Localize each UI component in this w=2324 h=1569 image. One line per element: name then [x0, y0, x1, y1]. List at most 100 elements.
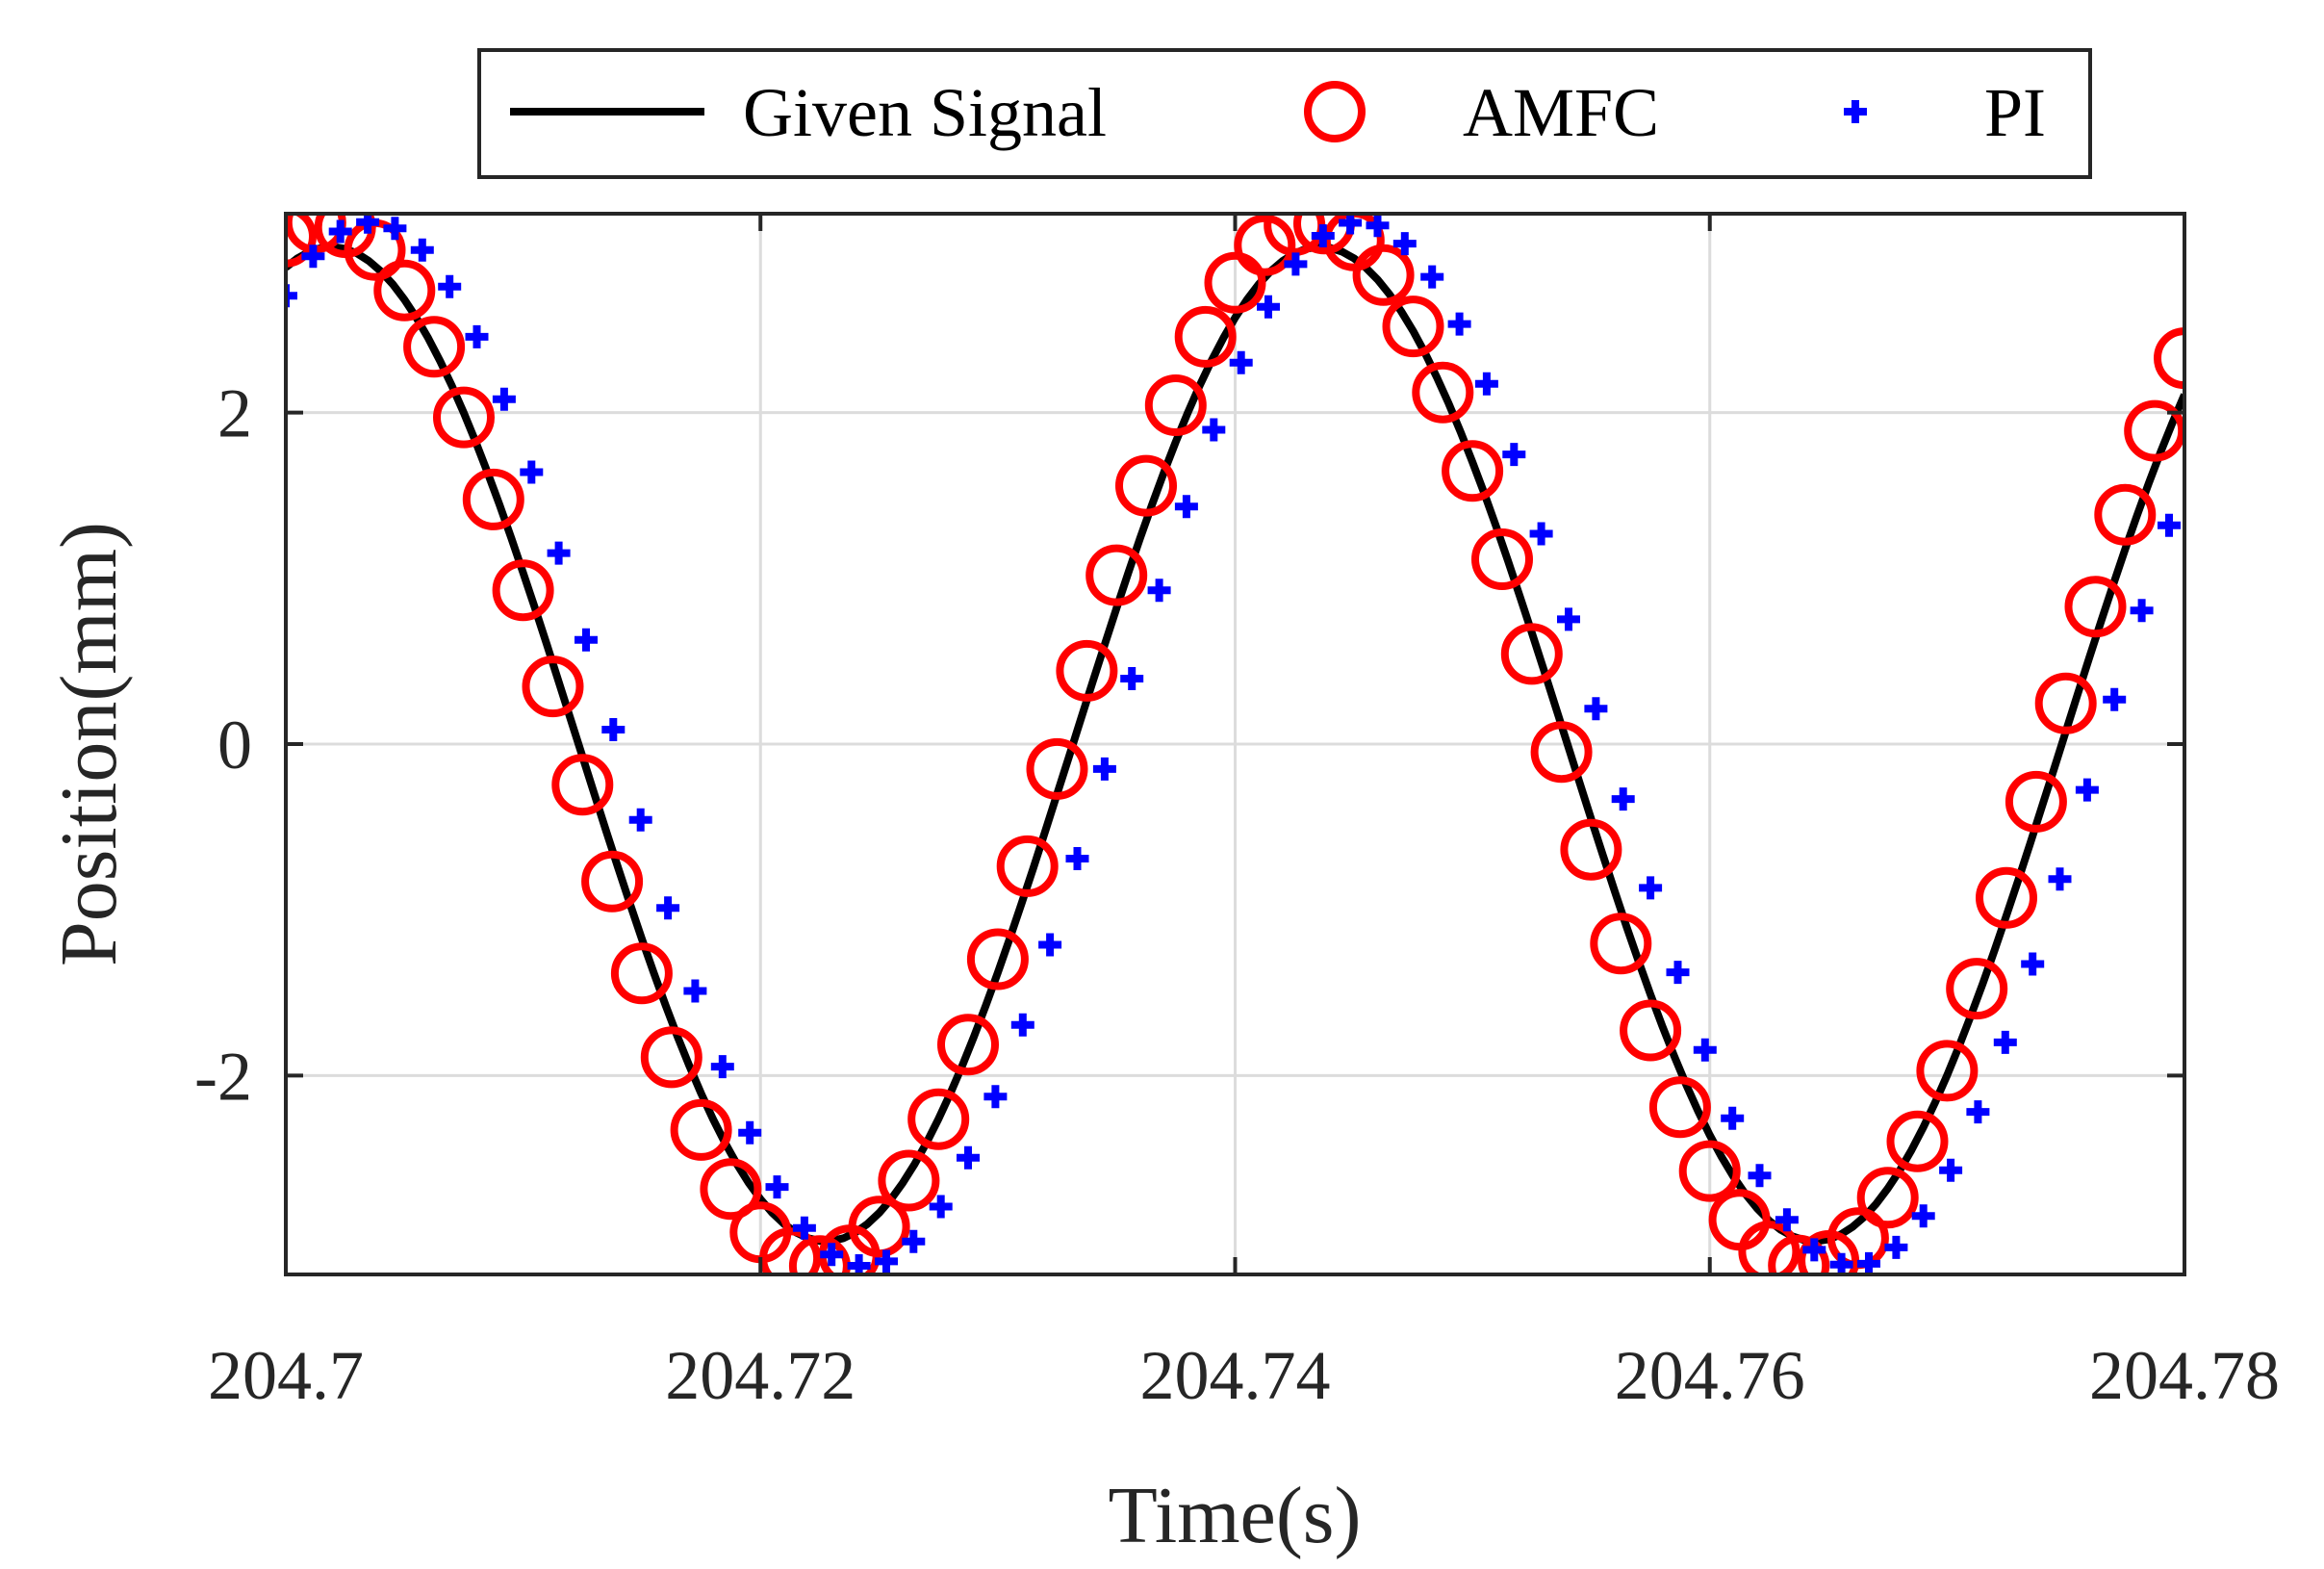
pi-point	[1557, 607, 1580, 631]
amfc-point	[403, 316, 466, 378]
pi-point	[1257, 295, 1280, 319]
pi-point	[792, 1216, 816, 1240]
pi-point	[2158, 513, 2181, 537]
pi-point	[957, 1145, 980, 1170]
y-tick-label: -2	[194, 1038, 252, 1115]
pi-point	[301, 244, 325, 269]
x-tick-label: 204.76	[1615, 1337, 1805, 1414]
pi-point	[410, 238, 434, 262]
pi-point	[492, 387, 516, 411]
pi-point	[683, 979, 707, 1003]
pi-point	[1884, 1235, 1908, 1259]
legend-box	[477, 48, 2092, 179]
y-tick-label: 2	[217, 375, 252, 452]
amfc-point	[1560, 818, 1622, 881]
x-tick-label: 204.74	[1140, 1337, 1331, 1414]
amfc-point	[286, 214, 317, 268]
amfc-point	[581, 850, 644, 913]
pi-point	[1857, 1251, 1880, 1274]
amfc-point	[759, 1227, 822, 1274]
pi-point	[1639, 876, 1663, 900]
amfc-point	[1352, 244, 1415, 306]
amfc-point	[1412, 361, 1474, 424]
axis-ticks: 204.7 204.72 204.74 204.76 204.78 -2 0 2	[194, 214, 2280, 1414]
amfc-point	[848, 1196, 910, 1258]
pi-point	[1202, 418, 1226, 442]
pi-point	[1529, 522, 1553, 546]
legend: Given Signal AMFC PI	[477, 48, 2092, 179]
pi-point	[575, 628, 598, 652]
amfc-point	[1946, 958, 2008, 1020]
pi-point	[286, 284, 297, 308]
amfc-point	[1204, 251, 1266, 314]
amfc-point	[1856, 1167, 1919, 1229]
y-axis-title: Position(mm)	[44, 522, 134, 966]
x-tick-label: 204.78	[2089, 1337, 2280, 1414]
pi-point	[2021, 952, 2045, 976]
amfc-point	[1590, 913, 1652, 975]
amfc-point	[1115, 454, 1177, 517]
amfc-point	[1648, 1076, 1711, 1139]
amfc-point	[1144, 374, 1207, 436]
pi-point	[465, 324, 489, 348]
amfc-point	[2064, 576, 2127, 638]
amfc-point	[462, 468, 524, 530]
amfc-point	[1916, 1040, 1979, 1102]
pi-point	[2130, 599, 2154, 623]
pi-point	[1611, 787, 1635, 811]
pi-point	[1584, 697, 1608, 721]
pi-point	[1693, 1038, 1717, 1062]
legend-amfc-label: AMFC	[1463, 74, 1659, 151]
amfc-point	[2034, 672, 2097, 734]
pi-point	[1065, 847, 1089, 870]
amfc-point	[1471, 528, 1533, 590]
x-axis-title: Time(s)	[1109, 1471, 1362, 1560]
amfc-point	[700, 1158, 762, 1221]
amfc-point	[1976, 866, 2037, 929]
amfc-point	[1678, 1140, 1741, 1202]
amfc-point	[1768, 1234, 1830, 1274]
amfc-point	[492, 559, 554, 622]
pi-point	[438, 274, 462, 298]
amfc-point	[670, 1098, 732, 1161]
pi-point	[1147, 579, 1171, 603]
amfc-point	[1500, 623, 1563, 685]
pi-point	[547, 541, 571, 565]
pi-point	[1939, 1158, 1963, 1182]
pi-point	[1366, 214, 1390, 238]
legend-pi-swatch	[1844, 100, 1867, 123]
amfc-point	[1620, 999, 1682, 1062]
amfc-point	[1738, 1221, 1800, 1274]
pi-point	[1447, 312, 1471, 336]
pi-point	[1174, 495, 1198, 519]
x-tick-label: 204.72	[665, 1337, 856, 1414]
pi-point	[2103, 687, 2127, 711]
pi-point	[383, 217, 407, 241]
amfc-point	[1382, 296, 1444, 358]
pi-point	[1748, 1164, 1772, 1188]
pi-point	[1666, 961, 1690, 985]
pi-point	[1966, 1100, 1990, 1124]
pi-point	[765, 1175, 789, 1199]
pi-point	[656, 896, 680, 920]
amfc-point	[878, 1149, 940, 1212]
pi-point	[875, 1249, 898, 1273]
pi-point	[1502, 443, 1526, 467]
pi-point	[1311, 224, 1335, 247]
pi-point	[328, 219, 352, 244]
pi-point	[1120, 667, 1144, 690]
pi-point	[601, 718, 626, 741]
pi-point	[1010, 1013, 1034, 1037]
pi-point	[820, 1243, 844, 1267]
amfc-point	[1530, 721, 1593, 784]
pi-point	[738, 1120, 762, 1145]
pi-point	[1911, 1204, 1935, 1228]
pi-point	[1474, 372, 1498, 396]
amfc-point	[1026, 737, 1088, 800]
pi-point	[1038, 933, 1062, 957]
plot-area	[286, 214, 2184, 1274]
amfc-point	[551, 754, 614, 816]
amfc-point	[2154, 327, 2184, 390]
